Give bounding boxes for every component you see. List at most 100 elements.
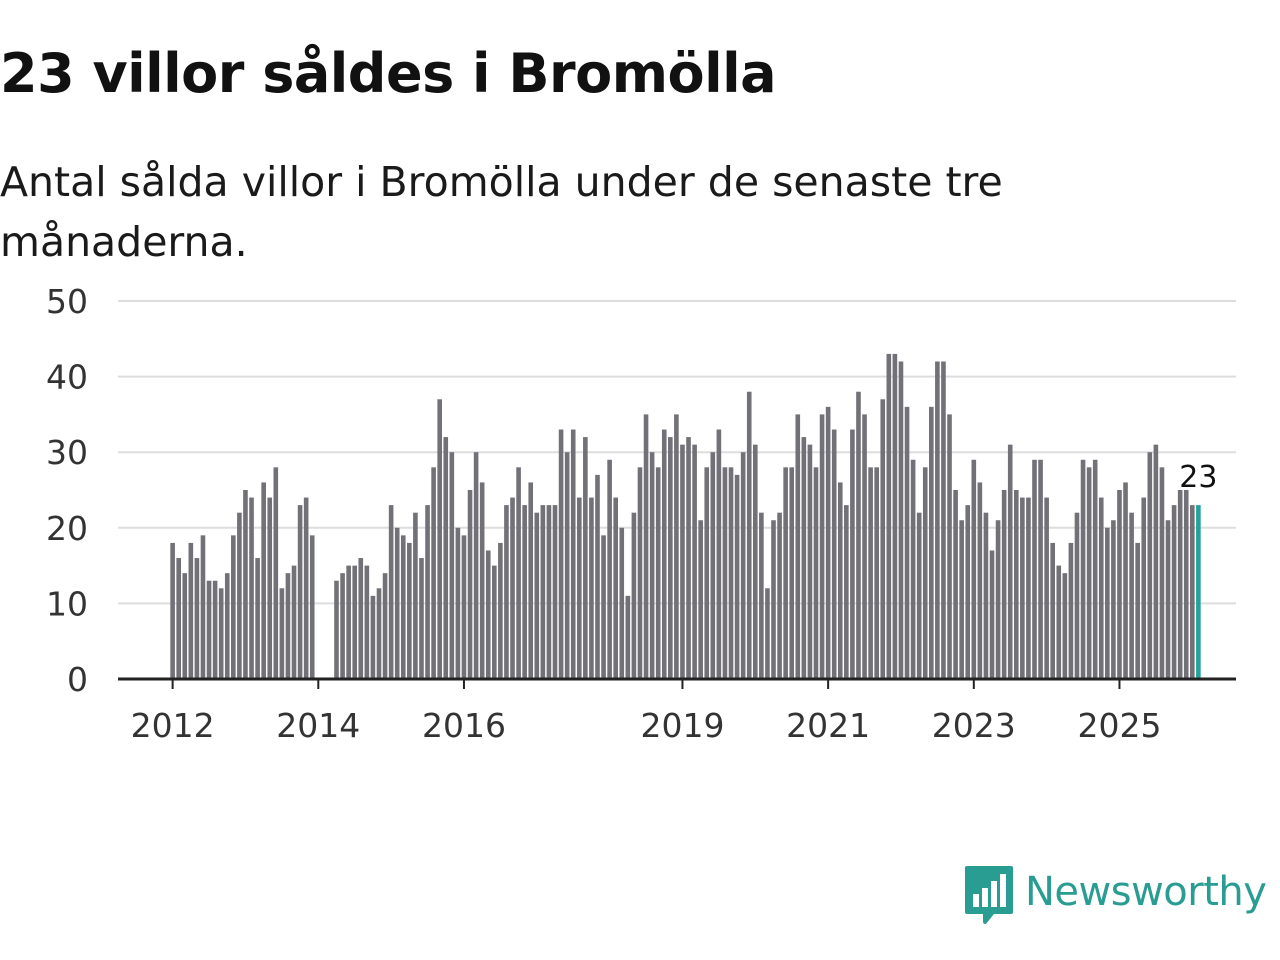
y-tick-label: 30 — [46, 433, 88, 472]
bar — [716, 429, 722, 679]
bar — [880, 399, 886, 679]
bar — [941, 361, 946, 679]
bar — [309, 535, 315, 679]
bar — [485, 550, 491, 679]
bar — [231, 535, 236, 679]
bar — [224, 573, 230, 679]
bar — [394, 527, 400, 679]
bar — [874, 467, 879, 679]
bar — [449, 452, 455, 679]
bar — [759, 512, 764, 679]
bar — [977, 482, 983, 679]
bar — [1123, 482, 1128, 679]
bar — [297, 505, 303, 679]
bar — [844, 505, 849, 679]
bar — [619, 527, 625, 679]
bar — [431, 467, 436, 679]
bar — [437, 399, 442, 679]
bar — [971, 459, 977, 679]
bar — [704, 467, 710, 679]
bar — [607, 459, 612, 679]
bar — [898, 361, 904, 679]
bar — [813, 467, 819, 679]
bar — [1056, 565, 1062, 679]
bar — [995, 520, 1001, 679]
bar — [1062, 573, 1068, 679]
bar — [400, 535, 406, 679]
bar — [783, 467, 788, 679]
bar — [291, 565, 297, 679]
bar — [680, 444, 685, 679]
bar — [655, 467, 661, 679]
bar — [279, 588, 285, 679]
bar — [1098, 497, 1104, 679]
brand-name: Newsworthy — [1025, 869, 1267, 915]
bar — [734, 474, 740, 679]
bar — [273, 467, 279, 679]
bar — [771, 520, 776, 679]
bar — [595, 474, 600, 679]
bar — [455, 527, 461, 679]
bar — [777, 512, 782, 679]
bar — [868, 467, 873, 679]
bar — [625, 595, 631, 679]
y-tick-label: 50 — [46, 282, 88, 321]
bar — [194, 558, 200, 679]
bar — [510, 497, 515, 679]
bar — [1189, 505, 1195, 679]
bar — [601, 535, 606, 679]
bar — [965, 505, 971, 679]
bar — [170, 542, 175, 679]
bar — [516, 467, 521, 679]
y-tick-label: 40 — [46, 358, 88, 397]
y-tick-label: 0 — [67, 660, 88, 699]
bar — [364, 565, 370, 679]
bar — [740, 452, 746, 679]
bar — [558, 429, 564, 679]
bar — [1153, 444, 1159, 679]
bar — [1038, 459, 1043, 679]
bar — [1117, 490, 1122, 679]
bar — [989, 550, 995, 679]
bar — [237, 512, 242, 679]
bar — [728, 467, 734, 679]
bar — [886, 353, 892, 679]
bar — [419, 558, 424, 679]
bar — [340, 573, 345, 679]
bar — [546, 505, 552, 679]
bar — [249, 497, 254, 679]
bar — [892, 353, 898, 679]
bar — [522, 505, 527, 679]
x-tick-label: 2019 — [640, 706, 724, 740]
newsworthy-logo: Newsworthy — [963, 862, 1267, 928]
bar — [564, 452, 570, 679]
bar — [1044, 497, 1049, 679]
bar — [929, 406, 934, 679]
bar — [819, 414, 825, 679]
bar — [473, 452, 479, 679]
bar — [837, 482, 843, 679]
bar — [1105, 527, 1110, 679]
bar — [904, 406, 910, 679]
bar — [947, 414, 952, 679]
bar — [1171, 505, 1177, 679]
bar — [1001, 490, 1007, 679]
bar — [540, 505, 546, 679]
bar — [200, 535, 206, 679]
bar — [637, 467, 643, 679]
bar — [825, 406, 831, 679]
bar — [255, 558, 260, 679]
bar — [1068, 542, 1074, 679]
x-tick-label: 2025 — [1077, 706, 1161, 740]
bar — [346, 565, 351, 679]
bar — [795, 414, 801, 679]
bar — [467, 490, 473, 679]
bar — [218, 588, 224, 679]
bar — [935, 361, 940, 679]
bar — [589, 497, 594, 679]
bar — [1074, 512, 1080, 679]
x-tick-label: 2023 — [932, 706, 1016, 740]
bar — [528, 482, 534, 679]
bar — [303, 497, 309, 679]
bar — [1080, 459, 1086, 679]
